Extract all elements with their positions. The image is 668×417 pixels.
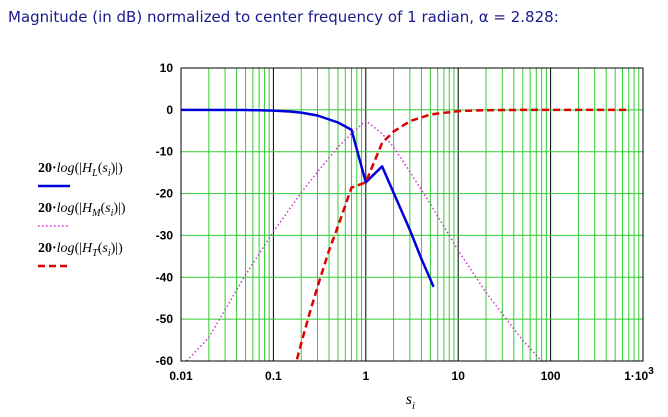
legend-label-HT: 20·log(|HT(si)|): [38, 241, 123, 259]
chart-legend: 20·log(|HL(si)|) 20·log(|HM(si)|) 20·log(|…: [38, 161, 126, 268]
chart-title: Magnitude (in dB) normalized to center f…: [8, 8, 559, 26]
x-axis-ticks: 0.01 0.1 1 10 100 1·103: [169, 366, 654, 383]
series-line-HL: [180, 108, 435, 288]
x-tick-label: 0.01: [169, 369, 193, 383]
x-tick-label: 1: [362, 369, 369, 383]
y-tick-label: -30: [156, 228, 174, 242]
x-axis-label: si: [406, 391, 415, 412]
x-tick-label: 100: [541, 369, 561, 383]
y-tick-label: -20: [156, 187, 174, 201]
y-tick-label: -60: [156, 354, 174, 368]
legend-label-HM: 20·log(|HM(si)|): [38, 201, 126, 219]
y-tick-label: -10: [156, 145, 174, 159]
chart-grid: [180, 67, 644, 362]
y-axis-ticks: 10 0 -10 -20 -30 -40 -50 -60: [156, 61, 174, 368]
y-tick-label: -40: [156, 270, 174, 284]
x-tick-label: 10: [452, 369, 466, 383]
x-tick-label: 0.1: [265, 369, 282, 383]
y-tick-label: -50: [156, 312, 174, 326]
chart-curves: [180, 108, 629, 362]
y-tick-label: 0: [166, 103, 173, 117]
y-tick-label: 10: [160, 61, 174, 75]
legend-label-HL: 20·log(|HL(si)|): [38, 161, 123, 179]
series-line-HM: [186, 119, 547, 362]
plot-frame: [180, 67, 644, 362]
x-tick-label: 1·103: [624, 366, 654, 383]
series-line-HT: [295, 108, 629, 360]
